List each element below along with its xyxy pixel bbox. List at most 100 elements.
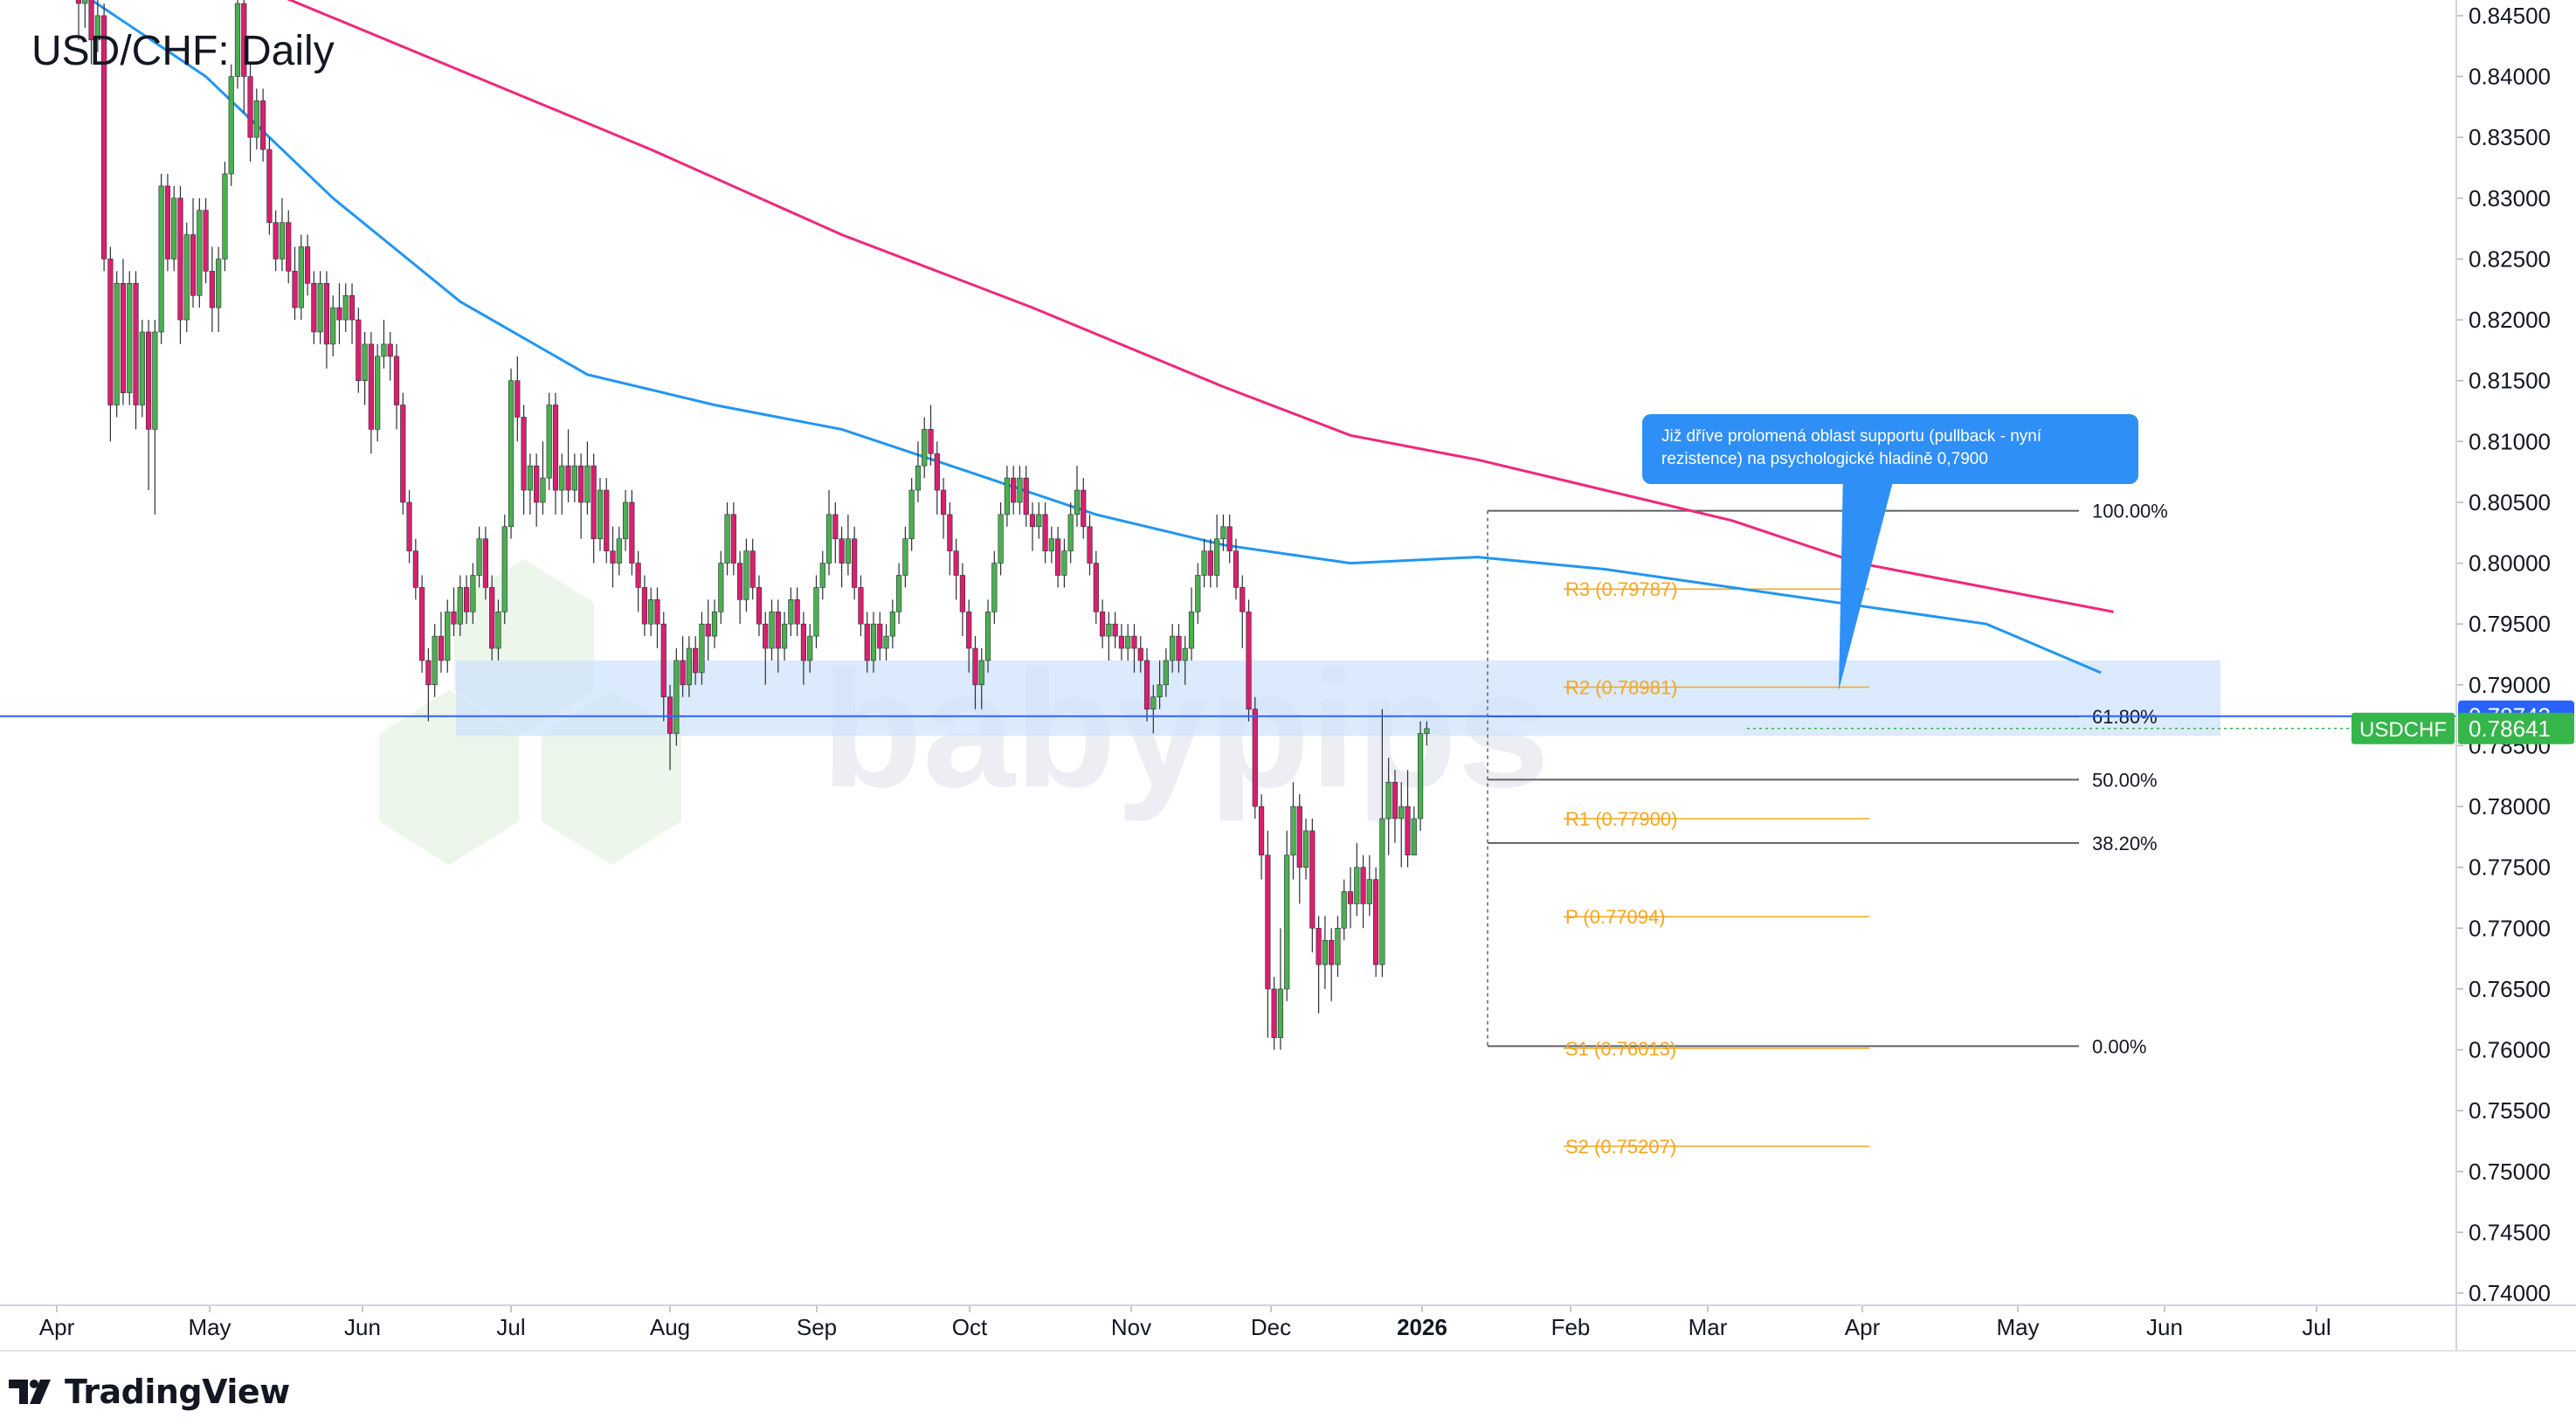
candle-body: [1341, 891, 1347, 929]
candle-body: [1290, 806, 1296, 856]
candle-body: [362, 343, 368, 381]
candle-body: [565, 465, 571, 491]
candle-body: [432, 635, 438, 686]
candle-body: [521, 417, 527, 491]
candle-body: [1385, 781, 1392, 820]
candle-body: [991, 563, 998, 612]
candle-body: [648, 599, 654, 625]
candle-body: [629, 502, 635, 564]
candle-body: [743, 550, 749, 600]
candle-body: [311, 282, 317, 333]
candle-body: [114, 282, 120, 405]
candle-body: [559, 465, 565, 491]
chart-title: USD/CHF: Daily: [31, 28, 335, 74]
x-tick-label: Jun: [2146, 1314, 2183, 1340]
candle-body: [342, 294, 349, 321]
candle-body: [292, 271, 298, 308]
pivot-label: R2 (0.78981): [1565, 676, 1677, 698]
candle-body: [1207, 550, 1213, 576]
candle-body: [330, 307, 336, 345]
candle-body: [1220, 526, 1226, 540]
candle-body: [1157, 684, 1163, 698]
callout-text-holder: Již dříve prolomená oblast supportu (pul…: [1661, 427, 2041, 468]
candle-body: [1029, 514, 1036, 528]
candle-body: [540, 477, 546, 503]
candle-body: [489, 587, 495, 649]
zone-layer: [456, 660, 2220, 737]
candle-body: [234, 3, 241, 77]
x-axis: Apr May Jun Jul Aug Sep Oct Nov Dec 2026 Feb Mar Apr…: [39, 1305, 2331, 1340]
candle-body: [972, 647, 978, 686]
candle-body: [1061, 550, 1067, 576]
candle-body: [158, 185, 164, 333]
y-tick-label: 0.79000: [2469, 672, 2551, 698]
fib-label: 0.00%: [2092, 1035, 2146, 1057]
y-tick-label: 0.82000: [2469, 307, 2551, 333]
candle-body: [788, 599, 794, 625]
candle-body: [317, 282, 323, 333]
candle-body: [1411, 818, 1417, 856]
candle-body: [253, 100, 259, 138]
candles-layer: [75, 0, 1430, 1050]
candle-body: [654, 599, 660, 625]
x-tick-label: Oct: [952, 1314, 988, 1340]
candle-body: [304, 246, 311, 284]
candle-body: [1188, 611, 1195, 649]
candle-body: [1424, 728, 1430, 734]
candle-body: [756, 587, 763, 625]
candle-body: [1246, 611, 1252, 709]
candle-body: [597, 489, 604, 540]
candle-body: [1036, 514, 1042, 528]
candle-body: [1233, 550, 1240, 588]
candle-body: [1329, 939, 1335, 965]
candle-body: [508, 380, 515, 528]
candle-body: [101, 15, 107, 259]
candle-body: [209, 271, 215, 308]
candle-body: [120, 282, 127, 393]
candle-body: [705, 623, 711, 637]
candle-body: [286, 222, 292, 272]
candle-body: [737, 563, 743, 600]
candle-body: [966, 611, 972, 649]
candle-body: [1099, 611, 1106, 637]
pivot-label: P (0.77094): [1565, 906, 1666, 928]
candle-body: [1182, 647, 1188, 661]
candle-body: [1214, 538, 1220, 576]
candle-body: [515, 380, 521, 418]
pivot-layer: R3 (0.79787) R2 (0.78981) R1 (0.77900) P (0…: [1564, 578, 1869, 1158]
candle-body: [1004, 477, 1010, 515]
candle-body: [1055, 538, 1061, 576]
candle-body: [724, 514, 730, 564]
candle-body: [699, 623, 705, 674]
candle-body: [928, 429, 934, 454]
pivot-label: R3 (0.79787): [1565, 578, 1677, 600]
candle-body: [934, 453, 940, 491]
candle-body: [845, 538, 851, 564]
footer: TradingView: [7, 1370, 290, 1414]
candle-body: [463, 587, 470, 612]
y-tick-label: 0.84000: [2469, 64, 2551, 90]
pivot-label: S1 (0.76013): [1565, 1038, 1676, 1060]
x-tick-label: Sep: [797, 1314, 837, 1340]
y-tick-label: 0.82500: [2469, 246, 2551, 272]
candle-body: [616, 538, 622, 564]
candle-body: [222, 173, 228, 259]
x-tick-label: May: [188, 1314, 231, 1340]
candle-body: [406, 502, 412, 551]
x-tick-label: Mar: [1689, 1314, 1728, 1340]
pivot-label: R1 (0.77900): [1565, 808, 1677, 830]
candle-body: [1067, 514, 1074, 551]
candle-body: [825, 514, 832, 564]
candle-body: [387, 343, 393, 357]
candle-body: [177, 197, 183, 321]
candle-body: [794, 599, 800, 625]
candle-body: [800, 623, 807, 661]
candle-body: [323, 282, 330, 345]
candle-body: [1195, 575, 1201, 612]
candle-body: [75, 0, 82, 4]
candle-body: [88, 0, 94, 41]
x-tick-label: Aug: [650, 1314, 690, 1340]
x-tick-label: Dec: [1251, 1314, 1291, 1340]
candle-body: [940, 489, 947, 515]
candle-body: [1360, 867, 1366, 904]
